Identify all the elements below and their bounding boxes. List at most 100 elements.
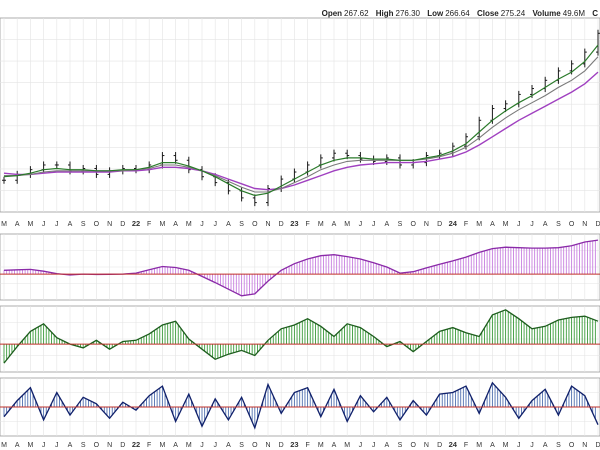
x-tick-label: S: [556, 221, 561, 228]
x-tick-label: M: [503, 442, 509, 449]
price-x-axis: M A M J J A S O N D 22 F M A M J J A S O N D 23 F M A M J J A S O N D 24 F M…: [1, 219, 600, 228]
x-tick-label: J: [42, 442, 46, 449]
x-tick-label: M: [476, 442, 482, 449]
x-tick-label: A: [68, 442, 73, 449]
bottom-x-axis: M A M J J A S O N D 22 F M A M J J A S O N D 23 F M A M J J A S O N D 24 F M…: [1, 440, 600, 449]
x-tick-label: M: [318, 221, 324, 228]
x-tick-label: A: [543, 221, 548, 228]
x-tick-label: J: [55, 442, 59, 449]
low-label: Low: [427, 9, 444, 18]
close-value: 275.24: [500, 9, 526, 18]
x-tick-label: N: [265, 221, 270, 228]
indicator-line: [3, 309, 599, 364]
x-tick-label: 24: [449, 219, 458, 228]
x-tick-label: M: [27, 221, 33, 228]
x-tick-label: A: [543, 442, 548, 449]
price-panel: [0, 17, 600, 213]
ohlc-header: Open 267.62 High 276.30 Low 266.64 Close 275…: [317, 9, 598, 18]
ma-fast-line: [3, 44, 599, 197]
open-label: Open: [321, 9, 343, 18]
x-tick-label: O: [569, 442, 575, 449]
x-tick-label: D: [279, 221, 284, 228]
x-tick-label: 23: [290, 440, 298, 449]
x-tick-label: M: [186, 221, 192, 228]
x-tick-label: S: [81, 442, 86, 449]
x-tick-label: O: [569, 221, 575, 228]
x-tick-label: N: [107, 442, 112, 449]
x-tick-label: M: [1, 442, 7, 449]
x-tick-label: O: [94, 221, 100, 228]
x-tick-label: S: [398, 442, 403, 449]
close-label: Close: [476, 9, 499, 18]
x-tick-label: M: [159, 221, 165, 228]
x-tick-label: A: [490, 442, 495, 449]
x-tick-label: N: [107, 221, 112, 228]
x-tick-label: N: [424, 221, 429, 228]
x-tick-label: S: [81, 221, 86, 228]
x-tick-label: M: [27, 442, 33, 449]
indicator-panel-2: [0, 305, 600, 373]
x-tick-label: F: [305, 221, 309, 228]
trailing-label: C: [592, 9, 598, 18]
x-tick-label: A: [490, 221, 495, 228]
x-tick-label: A: [173, 221, 178, 228]
x-tick-label: N: [424, 442, 429, 449]
x-tick-label: A: [384, 221, 389, 228]
x-tick-label: J: [372, 221, 376, 228]
x-tick-label: S: [398, 221, 403, 228]
x-tick-label: D: [595, 221, 600, 228]
x-tick-label: 23: [290, 219, 298, 228]
x-tick-label: 22: [132, 440, 140, 449]
high-label: High: [375, 9, 394, 18]
high-value: 276.30: [395, 9, 420, 18]
x-tick-label: O: [410, 221, 416, 228]
open-value: 267.62: [344, 9, 369, 18]
x-tick-label: J: [517, 442, 521, 449]
x-tick-label: O: [410, 442, 416, 449]
x-tick-label: A: [68, 221, 73, 228]
indicator-panel-3: [0, 377, 600, 437]
x-tick-label: J: [359, 221, 363, 228]
x-tick-label: 24: [449, 440, 458, 449]
volume-value: 49.6M: [562, 9, 585, 18]
x-tick-label: A: [15, 442, 20, 449]
x-tick-label: D: [595, 442, 600, 449]
x-tick-label: M: [186, 442, 192, 449]
x-tick-label: D: [120, 221, 125, 228]
x-tick-label: F: [147, 221, 151, 228]
x-tick-label: A: [384, 442, 389, 449]
ma-slow-line: [3, 71, 599, 191]
x-tick-label: F: [464, 442, 468, 449]
x-tick-label: O: [252, 221, 258, 228]
x-tick-label: S: [239, 442, 244, 449]
x-tick-label: M: [503, 221, 509, 228]
x-tick-label: J: [200, 442, 204, 449]
x-tick-label: J: [530, 221, 534, 228]
low-value: 266.64: [445, 9, 470, 18]
x-tick-label: M: [476, 221, 482, 228]
x-tick-label: M: [344, 442, 350, 449]
x-tick-label: M: [318, 442, 324, 449]
x-tick-label: D: [279, 442, 284, 449]
x-tick-label: M: [344, 221, 350, 228]
indicator-line: [3, 381, 599, 430]
x-tick-label: J: [372, 442, 376, 449]
x-tick-label: F: [147, 442, 151, 449]
x-tick-label: F: [464, 221, 468, 228]
x-tick-label: D: [120, 442, 125, 449]
x-tick-label: D: [437, 442, 442, 449]
x-tick-label: A: [15, 221, 20, 228]
x-tick-label: N: [582, 221, 587, 228]
x-tick-label: J: [200, 221, 204, 228]
x-tick-label: A: [332, 221, 337, 228]
x-tick-label: N: [265, 442, 270, 449]
x-tick-label: S: [556, 442, 561, 449]
x-tick-label: J: [213, 221, 217, 228]
x-tick-label: J: [517, 221, 521, 228]
x-tick-label: J: [530, 442, 534, 449]
x-tick-label: M: [1, 221, 7, 228]
x-tick-label: J: [55, 221, 59, 228]
x-tick-label: N: [582, 442, 587, 449]
x-tick-label: J: [213, 442, 217, 449]
